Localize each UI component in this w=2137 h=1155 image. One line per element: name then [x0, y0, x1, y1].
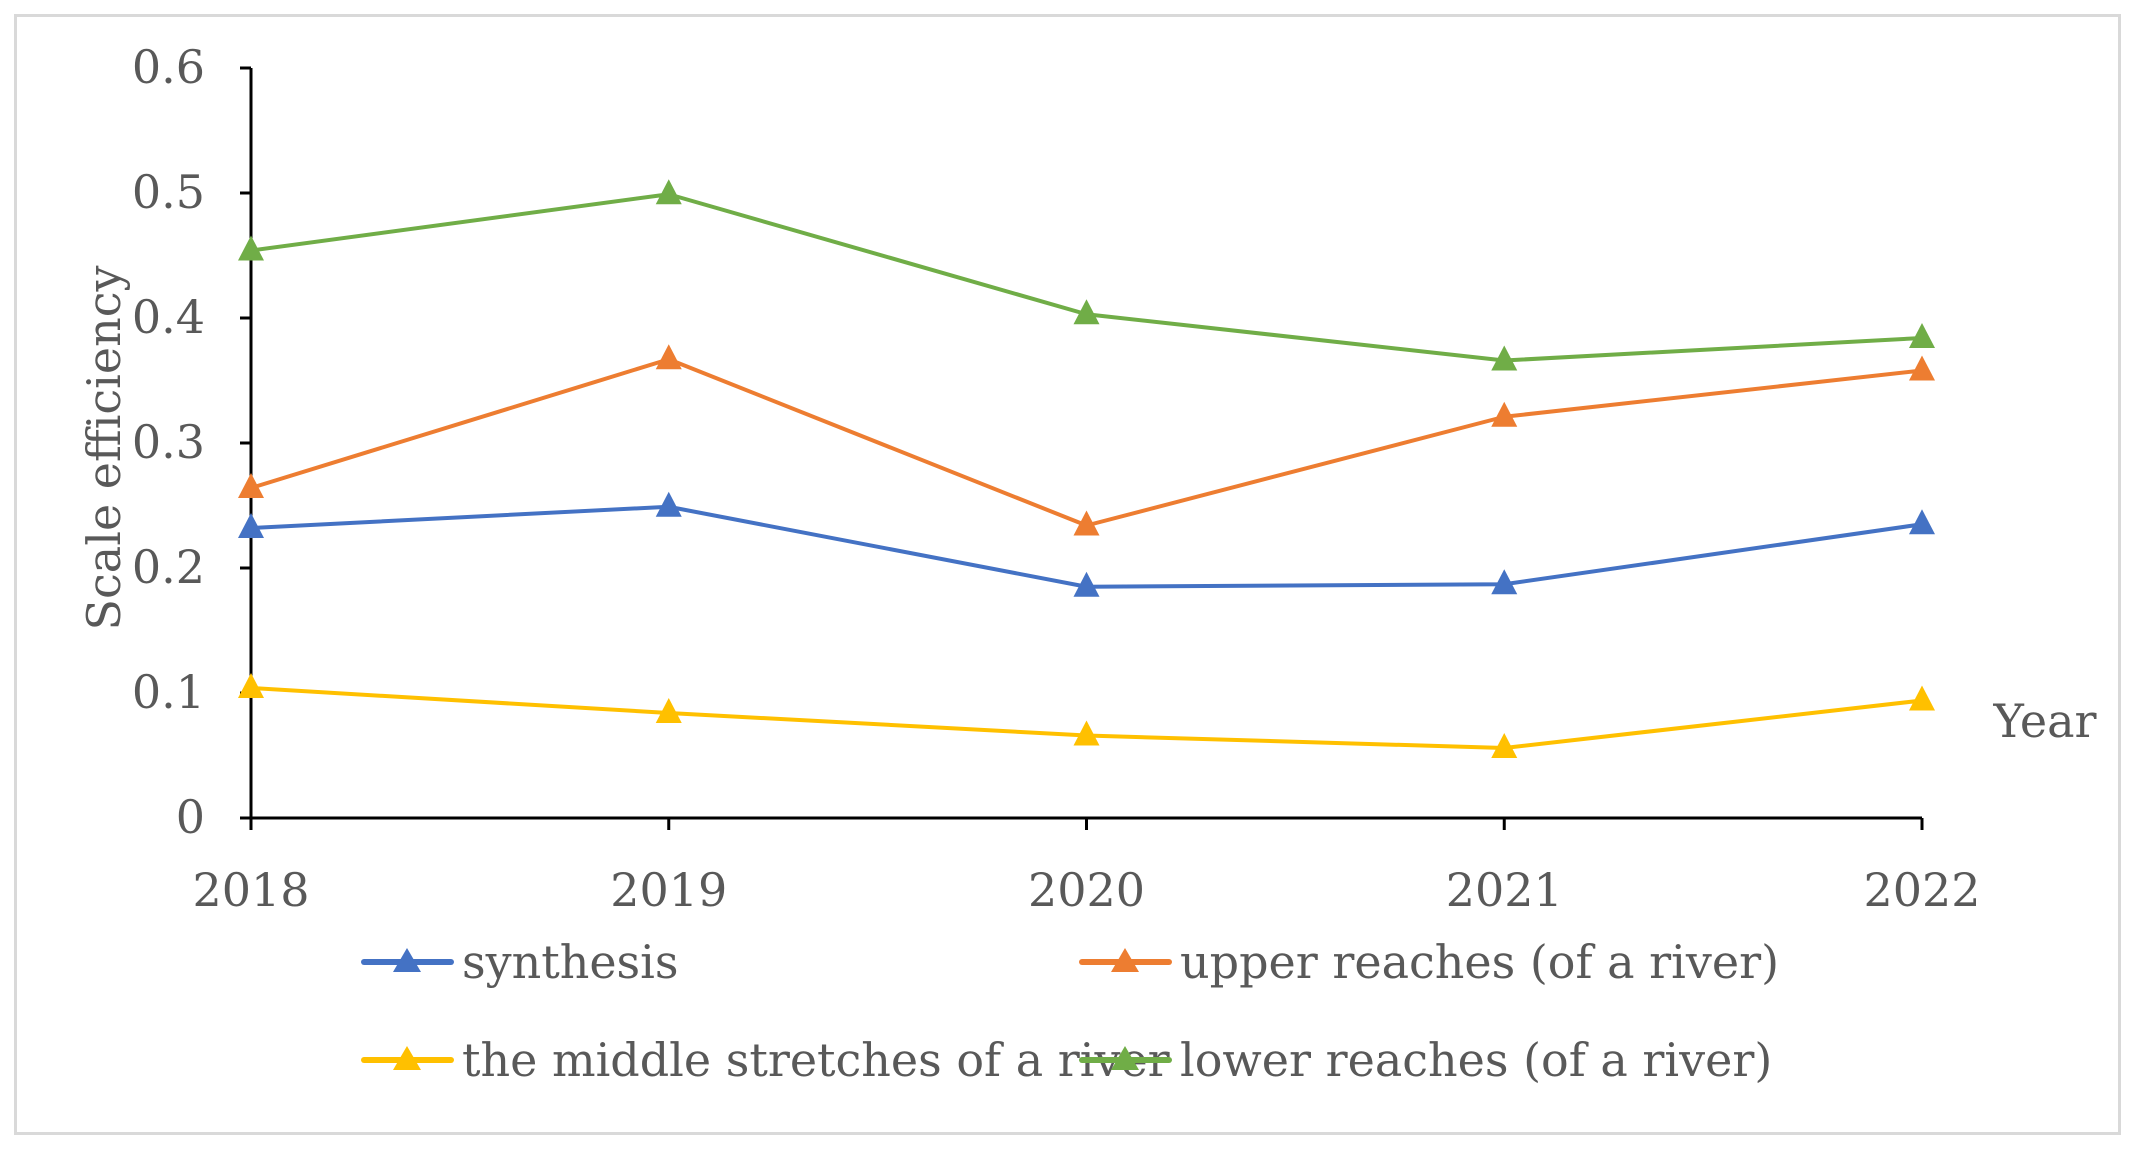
legend-item-upper-reaches: upper reaches (of a river) — [1079, 935, 1779, 989]
y-axis-title: Scale efficiency — [77, 266, 131, 631]
data-point-the-middle-stretches-of-a-river-2019 — [655, 698, 682, 723]
y-tick-label: 0.1 — [132, 665, 205, 719]
x-tick-label: 2018 — [192, 863, 309, 917]
data-point-lower-reaches-of-a-river-2018 — [238, 235, 264, 261]
data-point-the-middle-stretches-of-a-river-2022 — [1909, 685, 1935, 711]
data-point-upper-reaches-of-a-river-2021 — [1491, 401, 1518, 427]
data-point-upper-reaches-of-a-river-2020 — [1073, 510, 1100, 536]
legend-item-synthesis: synthesis — [361, 935, 678, 989]
legend-label-lower-reaches: lower reaches (of a river) — [1180, 1033, 1772, 1087]
data-point-the-middle-stretches-of-a-river-2020 — [1073, 720, 1100, 746]
data-point-the-middle-stretches-of-a-river-2021 — [1491, 733, 1518, 758]
data-point-lower-reaches-of-a-river-2020 — [1073, 299, 1100, 325]
y-tick-label: 0.2 — [132, 540, 205, 594]
data-point-upper-reaches-of-a-river-2019 — [655, 344, 682, 370]
x-axis-ticks: 2018 2019 2020 2021 2022 — [192, 818, 1981, 917]
legend-marker-synthesis — [393, 948, 421, 972]
x-tick-label: 2020 — [1028, 863, 1145, 917]
chart-frame — [14, 14, 2121, 1135]
y-axis-ticks: 0 0.1 0.2 0.3 0.4 0.5 0.6 — [132, 40, 251, 844]
data-point-synthesis-2018 — [238, 513, 264, 538]
data-point-lower-reaches-of-a-river-2021 — [1491, 345, 1518, 371]
series-lower-reaches-of-a-river — [238, 179, 1935, 371]
y-tick-label: 0.3 — [132, 415, 205, 469]
x-tick-label: 2019 — [610, 863, 727, 917]
y-tick-label: 0 — [176, 790, 205, 844]
legend-label-synthesis: synthesis — [462, 935, 678, 989]
data-point-the-middle-stretches-of-a-river-2018 — [238, 673, 264, 698]
legend-item-middle-stretches: the middle stretches of a river — [361, 1033, 1170, 1087]
data-point-upper-reaches-of-a-river-2018 — [238, 473, 264, 498]
series-line-lower-reaches-of-a-river — [250, 192, 1923, 363]
y-tick-label: 0.6 — [132, 40, 205, 94]
series-line-upper-reaches-of-a-river — [250, 357, 1923, 528]
data-point-synthesis-2021 — [1491, 569, 1518, 595]
legend-marker-lower-reaches — [1111, 1046, 1139, 1070]
data-point-lower-reaches-of-a-river-2022 — [1909, 323, 1935, 348]
y-tick-label: 0.4 — [132, 290, 205, 344]
data-point-synthesis-2020 — [1073, 571, 1100, 597]
data-point-lower-reaches-of-a-river-2019 — [655, 179, 682, 205]
y-tick-label: 0.5 — [132, 165, 205, 219]
data-point-upper-reaches-of-a-river-2022 — [1909, 355, 1935, 381]
x-tick-label: 2022 — [1863, 863, 1980, 917]
series-layer — [238, 179, 1935, 758]
legend-marker-middle-stretches — [393, 1046, 421, 1070]
legend-marker-upper-reaches — [1111, 948, 1139, 972]
series-synthesis — [238, 491, 1935, 597]
data-point-synthesis-2022 — [1909, 509, 1935, 535]
legend-label-middle-stretches: the middle stretches of a river — [462, 1033, 1170, 1087]
series-upper-reaches-of-a-river — [238, 344, 1935, 536]
legend: synthesis upper reaches (of a river) the… — [361, 935, 1779, 1087]
data-point-synthesis-2019 — [655, 491, 682, 517]
x-tick-label: 2021 — [1446, 863, 1563, 917]
legend-label-upper-reaches: upper reaches (of a river) — [1180, 935, 1779, 989]
x-axis-title: Year — [1992, 694, 2096, 748]
legend-item-lower-reaches: lower reaches (of a river) — [1079, 1033, 1772, 1087]
series-the-middle-stretches-of-a-river — [238, 673, 1935, 758]
